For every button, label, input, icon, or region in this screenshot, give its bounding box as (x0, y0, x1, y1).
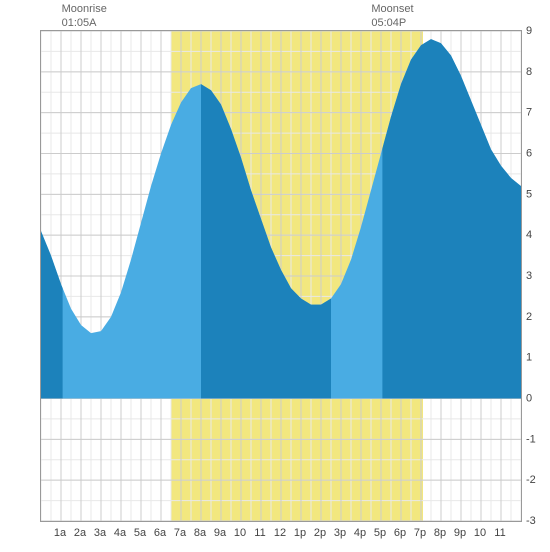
svg-text:12: 12 (274, 527, 286, 539)
svg-text:7p: 7p (414, 527, 426, 539)
x-axis-ticks: 1a 2a 3a 4a 5a 6a 7a 8a 9a 10 11 12 1p 2p 3p 4p 5p 6p 7p 8p… (0, 522, 550, 552)
svg-text:5p: 5p (374, 527, 386, 539)
tide-chart-container: Moonrise 01:05A Moonset 05:04P 1a 2a 3a 4a 5… (0, 0, 550, 550)
svg-text:9p: 9p (454, 527, 466, 539)
svg-text:6p: 6p (394, 527, 406, 539)
svg-text:6: 6 (526, 148, 532, 160)
moonset-label: Moonset 05:04P (371, 2, 413, 31)
svg-text:3a: 3a (94, 527, 107, 539)
y-axis-ticks: -3 -2 -1 0 1 2 3 4 5 6 7 8 9 (524, 0, 550, 550)
svg-text:9a: 9a (214, 527, 227, 539)
tide-chart-svg (41, 31, 521, 521)
moonrise-caption: Moonrise (62, 3, 107, 15)
svg-text:4p: 4p (354, 527, 366, 539)
svg-text:-1: -1 (526, 433, 536, 445)
svg-text:9: 9 (526, 25, 532, 37)
svg-text:1: 1 (526, 352, 532, 364)
moonrise-time: 01:05A (62, 17, 97, 29)
chart-plot-area (40, 30, 522, 522)
svg-text:2a: 2a (74, 527, 87, 539)
moonset-time: 05:04P (371, 17, 406, 29)
svg-text:1p: 1p (294, 527, 306, 539)
svg-text:8: 8 (526, 66, 532, 78)
svg-text:11: 11 (254, 527, 265, 539)
svg-text:10: 10 (234, 527, 246, 539)
svg-text:7a: 7a (174, 527, 187, 539)
svg-text:0: 0 (526, 393, 532, 405)
svg-text:8a: 8a (194, 527, 207, 539)
svg-text:-3: -3 (526, 515, 536, 527)
svg-text:5a: 5a (134, 527, 147, 539)
svg-text:10: 10 (474, 527, 486, 539)
svg-text:1a: 1a (54, 527, 67, 539)
svg-text:11: 11 (494, 527, 505, 539)
svg-text:6a: 6a (154, 527, 167, 539)
svg-text:4a: 4a (114, 527, 127, 539)
svg-text:2p: 2p (314, 527, 326, 539)
svg-text:2: 2 (526, 311, 532, 323)
svg-text:4: 4 (526, 229, 532, 241)
moonrise-label: Moonrise 01:05A (62, 2, 107, 31)
moonset-caption: Moonset (371, 3, 413, 15)
svg-text:3p: 3p (334, 527, 346, 539)
svg-text:8p: 8p (434, 527, 446, 539)
svg-text:7: 7 (526, 107, 532, 119)
svg-text:5: 5 (526, 188, 532, 200)
svg-text:3: 3 (526, 270, 532, 282)
svg-text:-2: -2 (526, 474, 536, 486)
